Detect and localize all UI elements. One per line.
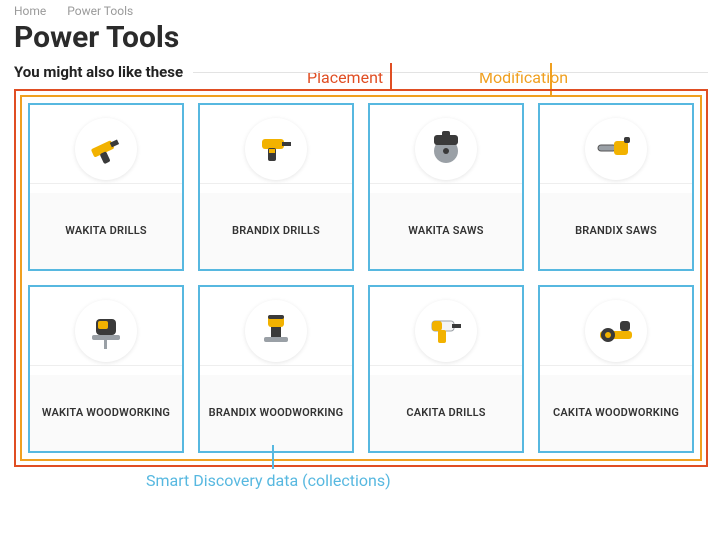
card-divider	[540, 365, 692, 366]
product-grid: WAKITA DRILLS BRANDIX DRILLS WAKITA SAWS BR…	[14, 87, 708, 469]
card-divider	[370, 183, 522, 184]
product-card[interactable]: WAKITA DRILLS	[28, 103, 184, 271]
drill-angle-icon	[75, 118, 137, 180]
drill-alt-icon	[415, 300, 477, 362]
card-divider	[200, 183, 352, 184]
product-image-wrap	[370, 105, 522, 193]
breadcrumb: Home Power Tools	[0, 0, 722, 18]
product-label-wrap: WAKITA SAWS	[370, 193, 522, 269]
product-label: CAKITA WOODWORKING	[553, 406, 679, 420]
product-image-wrap	[540, 105, 692, 193]
product-label: WAKITA WOODWORKING	[42, 406, 170, 420]
product-label: BRANDIX WOODWORKING	[209, 406, 344, 420]
product-label-wrap: WAKITA DRILLS	[30, 193, 182, 269]
product-label: WAKITA SAWS	[408, 224, 483, 238]
page-title: Power Tools	[0, 18, 722, 63]
jigsaw-icon	[75, 300, 137, 362]
product-image-wrap	[30, 287, 182, 375]
product-label-wrap: WAKITA WOODWORKING	[30, 375, 182, 451]
breadcrumb-current[interactable]: Power Tools	[67, 4, 133, 18]
product-label-wrap: BRANDIX WOODWORKING	[200, 375, 352, 451]
card-divider	[200, 365, 352, 366]
section-header: You might also like these	[0, 63, 722, 87]
product-label-wrap: BRANDIX SAWS	[540, 193, 692, 269]
product-image-wrap	[370, 287, 522, 375]
product-label: CAKITA DRILLS	[406, 406, 485, 420]
product-label: BRANDIX DRILLS	[232, 224, 320, 238]
product-card[interactable]: BRANDIX DRILLS	[198, 103, 354, 271]
annotation-smart-label: Smart Discovery data (collections)	[146, 471, 391, 490]
drill-yellow-icon	[245, 118, 307, 180]
product-image-wrap	[200, 105, 352, 193]
product-card[interactable]: CAKITA DRILLS	[368, 285, 524, 453]
product-image-wrap	[200, 287, 352, 375]
product-image-wrap	[30, 105, 182, 193]
card-divider	[370, 365, 522, 366]
product-label-wrap: CAKITA WOODWORKING	[540, 375, 692, 451]
router-icon	[245, 300, 307, 362]
card-divider	[540, 183, 692, 184]
chainsaw-icon	[585, 118, 647, 180]
circular-saw-icon	[415, 118, 477, 180]
product-label: WAKITA DRILLS	[65, 224, 147, 238]
product-card[interactable]: WAKITA SAWS	[368, 103, 524, 271]
breadcrumb-home[interactable]: Home	[14, 4, 46, 18]
product-card[interactable]: WAKITA WOODWORKING	[28, 285, 184, 453]
product-card[interactable]: BRANDIX SAWS	[538, 103, 694, 271]
card-divider	[30, 365, 182, 366]
planer-icon	[585, 300, 647, 362]
card-divider	[30, 183, 182, 184]
product-label-wrap: CAKITA DRILLS	[370, 375, 522, 451]
product-card[interactable]: BRANDIX WOODWORKING	[198, 285, 354, 453]
section-rule	[193, 72, 708, 73]
product-image-wrap	[540, 287, 692, 375]
product-card[interactable]: CAKITA WOODWORKING	[538, 285, 694, 453]
recommendations-region: WAKITA DRILLS BRANDIX DRILLS WAKITA SAWS BR…	[14, 87, 708, 469]
section-title: You might also like these	[14, 63, 183, 81]
product-label: BRANDIX SAWS	[575, 224, 657, 238]
product-label-wrap: BRANDIX DRILLS	[200, 193, 352, 269]
